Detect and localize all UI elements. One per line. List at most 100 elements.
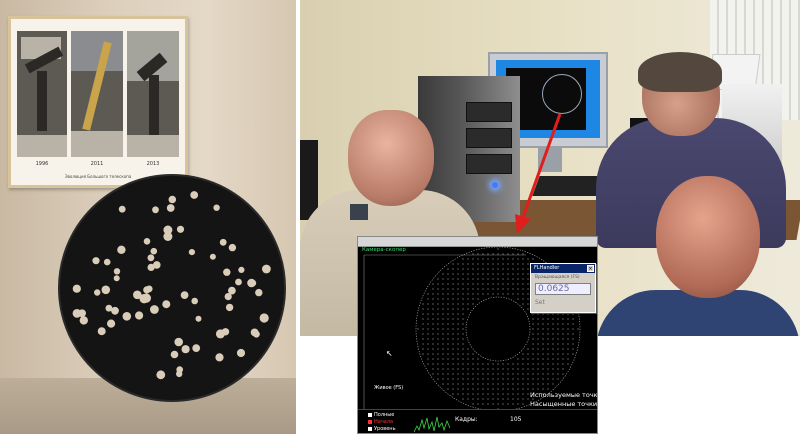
grid-point [562,348,564,350]
grid-point [517,378,519,380]
grid-point [472,363,474,365]
mask-hole [143,238,151,245]
grid-point [492,263,494,265]
grid-point [557,358,559,360]
legend-item[interactable]: Начала [368,419,393,425]
grid-point [437,298,439,300]
grid-point [442,273,444,275]
grid-point [422,323,424,325]
legend-item[interactable]: Полные [368,412,394,418]
grid-point [437,378,439,380]
mask-hole [170,350,179,359]
close-icon[interactable]: × [587,265,594,272]
grid-point [557,338,559,340]
grid-point [432,288,434,290]
grid-point [487,373,489,375]
grid-point [517,393,519,395]
grid-point [512,383,514,385]
grid-point [472,398,474,400]
grid-point [502,383,504,385]
grid-point [557,378,559,380]
mask-hole [72,309,82,318]
grid-point [452,343,454,345]
grid-point [447,268,449,270]
grid-point [517,358,519,360]
grid-point [552,368,554,370]
grid-point [432,328,434,330]
grid-point [442,338,444,340]
grid-point [482,368,484,370]
grid-point [432,303,434,305]
grid-point [512,293,514,295]
grid-point [477,383,479,385]
mask-hole [209,253,216,260]
mask-hole [188,249,195,256]
grid-point [572,323,574,325]
grid-point [457,373,459,375]
grid-point [477,368,479,370]
grid-point [522,398,524,400]
grid-point [472,283,474,285]
mask-hole [180,291,189,299]
grid-point [452,278,454,280]
grid-point [557,353,559,355]
mask-hole [262,264,271,274]
grid-point [462,368,464,370]
grid-point [552,338,554,340]
grid-point [432,338,434,340]
grid-point [422,313,424,315]
grid-point [547,368,549,370]
grid-point [457,328,459,330]
grid-point [507,363,509,365]
grid-point [452,358,454,360]
grid-point [542,318,544,320]
grid-point [542,393,544,395]
grid-point [542,343,544,345]
grid-point [452,273,454,275]
mask-hole [103,258,111,266]
grid-point [507,253,509,255]
grid-point [532,378,534,380]
grid-point [452,303,454,305]
grid-point [527,348,529,350]
grid-point [567,348,569,350]
grid-point [547,313,549,315]
grid-point [502,253,504,255]
flhandler-dialog[interactable]: FLHandler × Вращающаяся (FS) 0.0625 Set [530,263,596,313]
grid-point [522,258,524,260]
grid-point [522,268,524,270]
legend-item[interactable]: Уровень [368,426,396,432]
grid-point [532,333,534,335]
grid-point [547,328,549,330]
grid-point [572,338,574,340]
dialog-value-field[interactable]: 0.0625 [535,283,591,295]
grid-point [467,283,469,285]
grid-point [442,313,444,315]
mask-hole [101,285,111,295]
grid-point [497,258,499,260]
grid-point [467,268,469,270]
grid-point [572,328,574,330]
grid-point [492,363,494,365]
grid-point [542,348,544,350]
set-button[interactable]: Set [535,299,545,306]
grid-point [447,388,449,390]
grid-point [537,373,539,375]
grid-point [522,298,524,300]
grid-point [567,338,569,340]
grid-point [507,268,509,270]
grid-point [492,283,494,285]
grid-point [532,383,534,385]
mask-hole [143,286,151,294]
grid-point [427,363,429,365]
grid-point [517,403,519,405]
grid-point [472,298,474,300]
mask-hole [224,293,232,301]
mask-hole [238,266,245,273]
grid-point [547,388,549,390]
mask-hole [153,261,161,269]
grid-point [447,328,449,330]
grid-point [462,343,464,345]
grid-point [517,268,519,270]
